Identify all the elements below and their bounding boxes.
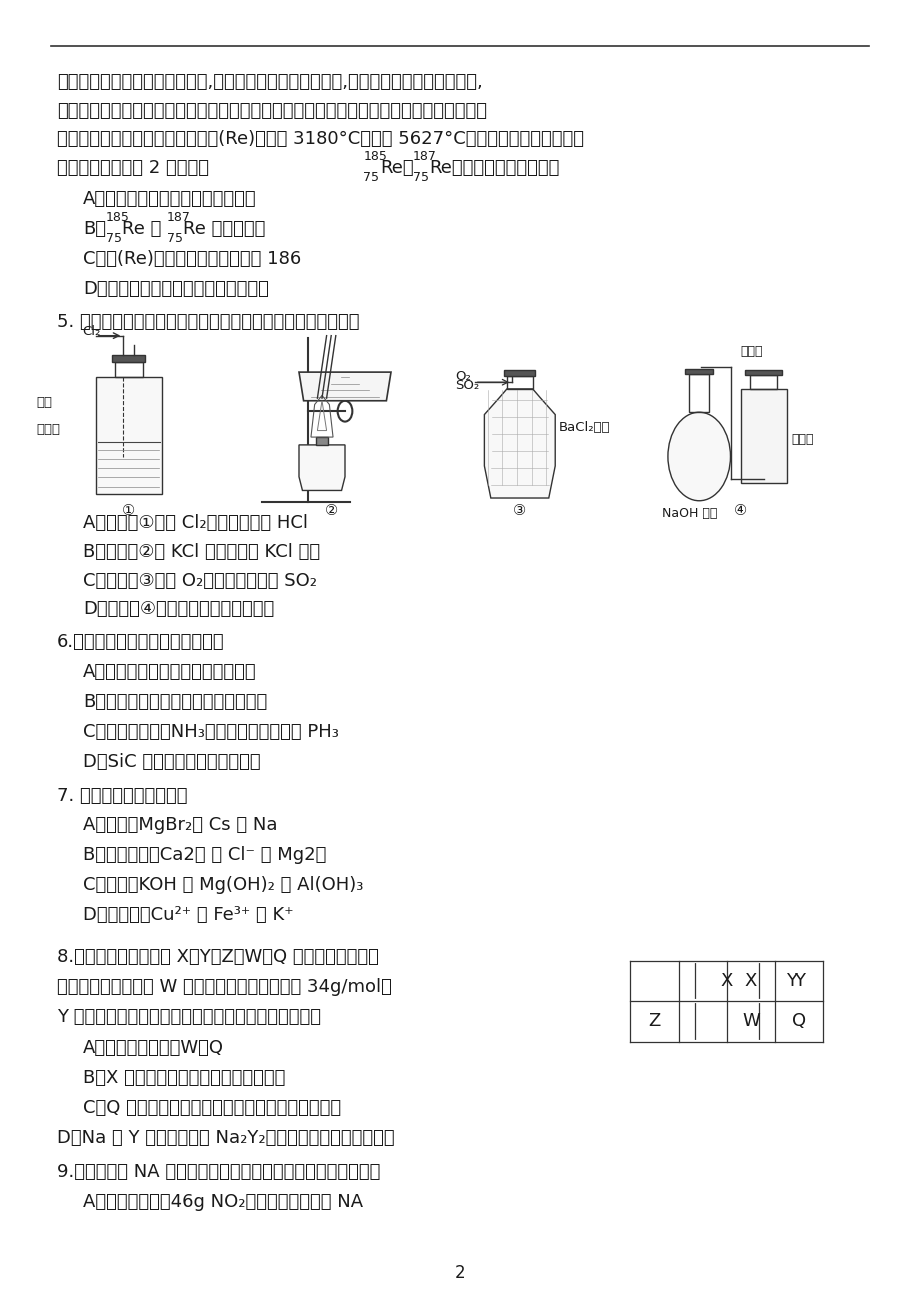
Text: Z: Z — [648, 1013, 660, 1030]
Text: 185: 185 — [106, 211, 130, 224]
Bar — [688, 375, 709, 413]
Text: A．熔点：MgBr₂＞ Cs ＞ Na: A．熔点：MgBr₂＞ Cs ＞ Na — [83, 816, 277, 835]
Text: ①: ① — [122, 503, 135, 518]
Bar — [504, 370, 535, 376]
Text: NaOH 固体: NaOH 固体 — [662, 506, 717, 519]
Text: C．相同条件下，NH₃在水中的溶解度大于 PH₃: C．相同条件下，NH₃在水中的溶解度大于 PH₃ — [83, 723, 338, 741]
Bar — [96, 378, 162, 495]
Text: ④: ④ — [733, 503, 746, 518]
Text: BaCl₂溶液: BaCl₂溶液 — [558, 421, 609, 434]
Text: Q: Q — [791, 1013, 805, 1030]
Polygon shape — [484, 389, 555, 499]
Text: C．Q 单质能溶于水，且水溶液须用棕色细口瓶盛装: C．Q 单质能溶于水，且水溶液须用棕色细口瓶盛装 — [83, 1099, 341, 1117]
Text: C．碱性：KOH ＞ Mg(OH)₂ ＞ Al(OH)₃: C．碱性：KOH ＞ Mg(OH)₂ ＞ Al(OH)₃ — [83, 876, 363, 894]
Text: W: W — [742, 1013, 759, 1030]
Text: Re 互称为核素: Re 互称为核素 — [183, 220, 266, 238]
Text: A．阴离子还原性：W＞Q: A．阴离子还原性：W＞Q — [83, 1039, 223, 1057]
Text: 75: 75 — [106, 232, 121, 245]
Text: B．: B． — [83, 220, 106, 238]
Text: D．含铼合金比纯铼的熔点高、硬度大: D．含铼合金比纯铼的熔点高、硬度大 — [83, 280, 268, 298]
Text: 7. 下列排列顺序正确的是: 7. 下列排列顺序正确的是 — [57, 786, 187, 805]
Text: 187: 187 — [166, 211, 190, 224]
Text: B．微粒半径：Ca2＋ ＞ Cl⁻ ＞ Mg2＋: B．微粒半径：Ca2＋ ＞ Cl⁻ ＞ Mg2＋ — [83, 846, 326, 865]
Text: A．稀有气体一般很难发生化学反应: A．稀有气体一般很难发生化学反应 — [83, 663, 256, 681]
Text: D．Na 与 Y 能形成化合物 Na₂Y₂，且与水反应后溶液呈碱性: D．Na 与 Y 能形成化合物 Na₂Y₂，且与水反应后溶液呈碱性 — [57, 1129, 394, 1147]
Text: B．常温常压下，氟气的密度小于氯气: B．常温常压下，氟气的密度小于氯气 — [83, 693, 267, 711]
Text: 6.（原创）能用键能大小解释的是: 6.（原创）能用键能大小解释的是 — [57, 633, 224, 651]
Text: 75: 75 — [363, 171, 379, 184]
Text: A．镍基含铼单晶合金属于金属晶体: A．镍基含铼单晶合金属于金属晶体 — [83, 190, 256, 208]
Text: Re、: Re、 — [380, 159, 414, 177]
Text: 185: 185 — [363, 150, 387, 163]
Text: Y: Y — [785, 973, 796, 990]
Text: 5. 下列有关实验装置进行的相应实验，不能达到实验目的的是: 5. 下列有关实验装置进行的相应实验，不能达到实验目的的是 — [57, 312, 359, 331]
Text: Re，下列说法中正确的是: Re，下列说法中正确的是 — [429, 159, 560, 177]
Polygon shape — [299, 445, 345, 491]
Text: C．用装置③除去 O₂中混有的一定量 SO₂: C．用装置③除去 O₂中混有的一定量 SO₂ — [83, 572, 316, 590]
Text: 8.（原创）短周期元素 X、Y、Z、W、Q 在元素周期表中的: 8.（原创）短周期元素 X、Y、Z、W、Q 在元素周期表中的 — [57, 948, 379, 966]
Text: SO₂: SO₂ — [455, 379, 479, 392]
Bar — [315, 437, 328, 445]
Text: ③: ③ — [513, 503, 526, 518]
Text: B．用装置②从 KCl 溶液中获得 KCl 晶体: B．用装置②从 KCl 溶液中获得 KCl 晶体 — [83, 543, 320, 561]
Text: Re 和: Re 和 — [122, 220, 162, 238]
Text: 饱和: 饱和 — [36, 397, 51, 409]
Text: 食盐水: 食盐水 — [36, 423, 60, 435]
Text: C．铼(Re)元素的相对原子质量为 186: C．铼(Re)元素的相对原子质量为 186 — [83, 250, 301, 268]
Text: 械性能；自然界有 2 种铼原子: 械性能；自然界有 2 种铼原子 — [57, 159, 209, 177]
Bar — [115, 362, 142, 378]
Circle shape — [667, 413, 730, 501]
Text: 75: 75 — [166, 232, 182, 245]
Text: X: X — [744, 973, 756, 990]
Text: 位置如表所示，其中 W 的气态氢化物摩尔质量为 34g/mol，: 位置如表所示，其中 W 的气态氢化物摩尔质量为 34g/mol， — [57, 978, 391, 996]
Text: 新发动机将适应更高的内部温度,拥有更出色的性能或耐用性,很可能被安装在作战飞机上,: 新发动机将适应更高的内部温度,拥有更出色的性能或耐用性,很可能被安装在作战飞机上… — [57, 73, 482, 91]
Text: O₂: O₂ — [455, 370, 471, 383]
Text: X: X — [720, 973, 732, 990]
Text: A．用装置①除去 Cl₂中含有的少量 HCl: A．用装置①除去 Cl₂中含有的少量 HCl — [83, 514, 308, 533]
Text: 浓氨水: 浓氨水 — [740, 345, 762, 358]
Bar — [744, 370, 781, 375]
Text: A．标准状况下，46g NO₂中含有的分子数为 NA: A．标准状况下，46g NO₂中含有的分子数为 NA — [83, 1193, 362, 1211]
Text: 这表明中国工程师已掌握了制造镍基含铼单晶合金叶片的技术（因熵增原理，致成品易含杂: 这表明中国工程师已掌握了制造镍基含铼单晶合金叶片的技术（因熵增原理，致成品易含杂 — [57, 102, 486, 120]
Text: Y 的最低价氢化物为非电解质。则下列说法中正确的是: Y 的最低价氢化物为非电解质。则下列说法中正确的是 — [57, 1008, 321, 1026]
Bar — [749, 375, 777, 388]
Bar — [506, 376, 532, 389]
Text: D．用装置④在实验室制取并收集氨气: D．用装置④在实验室制取并收集氨气 — [83, 600, 274, 618]
Text: D．SiC 晶体的熔点比晶体硅的高: D．SiC 晶体的熔点比晶体硅的高 — [83, 753, 260, 771]
Text: 75: 75 — [413, 171, 428, 184]
Text: 质，不易制备）。查资料发现：铼(Re)的熔点 3180°C，沸点 5627°C；纯铼质软，有良好的机: 质，不易制备）。查资料发现：铼(Re)的熔点 3180°C，沸点 5627°C；… — [57, 130, 584, 148]
Text: D．氧化性：Cu²⁺ ＞ Fe³⁺ ＞ K⁺: D．氧化性：Cu²⁺ ＞ Fe³⁺ ＞ K⁺ — [83, 906, 293, 924]
Text: ②: ② — [324, 503, 337, 518]
Bar — [112, 354, 145, 362]
Text: 187: 187 — [413, 150, 437, 163]
Bar — [740, 388, 786, 483]
Text: 碱石灰: 碱石灰 — [790, 434, 812, 447]
Text: 2: 2 — [454, 1264, 465, 1282]
Text: B．X 的最低价氢化物能形成分子间氢键: B．X 的最低价氢化物能形成分子间氢键 — [83, 1069, 285, 1087]
Text: Cl₂: Cl₂ — [83, 326, 101, 339]
Text: 9.（原创）用 NA 表示阿伏加德罗常数的值，下列叙述正确的是: 9.（原创）用 NA 表示阿伏加德罗常数的值，下列叙述正确的是 — [57, 1163, 380, 1181]
Text: Y: Y — [793, 973, 804, 990]
Polygon shape — [299, 372, 391, 401]
Bar — [685, 368, 712, 375]
